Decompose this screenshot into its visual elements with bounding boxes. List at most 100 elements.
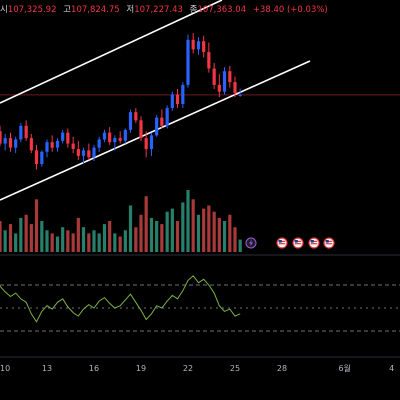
- volume-bar: [196, 214, 201, 252]
- volume-bar: [123, 230, 127, 252]
- candle-body: [97, 139, 101, 148]
- lightning-icon: [245, 237, 257, 249]
- candles-group: [0, 33, 242, 170]
- candle-body: [155, 117, 159, 136]
- candle-body: [40, 151, 44, 165]
- candle-body: [113, 138, 117, 143]
- volume-bar: [181, 202, 185, 252]
- candle-body: [228, 71, 232, 83]
- ohlc-legend: 시107,325.92 고107,824.75 저107,227.43 종107…: [0, 2, 328, 18]
- volume-bar: [61, 227, 65, 252]
- change-value: +38.40 (+0.03%): [252, 5, 328, 15]
- candle-body: [102, 132, 107, 140]
- candle-body: [92, 147, 96, 158]
- volume-bar: [202, 208, 206, 252]
- channel-lower-line[interactable]: [0, 60, 311, 201]
- volume-bar: [108, 221, 112, 252]
- x-tick-label: 6월: [338, 363, 350, 373]
- flag-ring: [276, 237, 288, 249]
- volume-bar: [97, 233, 101, 252]
- candle-body: [81, 150, 86, 156]
- x-tick-label: 13: [42, 364, 52, 373]
- candle-body: [134, 112, 138, 121]
- volume-bar: [102, 224, 107, 252]
- volume-bar: [29, 224, 33, 252]
- x-tick-label: 10: [0, 364, 10, 373]
- volume-bar: [238, 239, 242, 252]
- volume-bar: [149, 217, 154, 252]
- high-value: 107,824.75: [71, 5, 120, 15]
- close-value: 107,363.04: [197, 5, 247, 15]
- candle-body: [238, 94, 242, 96]
- candle-body: [170, 94, 174, 109]
- us-flag-icon: [308, 237, 320, 249]
- volume-bar: [222, 221, 227, 252]
- volume-bar: [160, 224, 164, 252]
- flag-ring: [308, 237, 320, 249]
- volume-bar: [233, 227, 237, 252]
- volume-bar: [228, 214, 232, 252]
- candle-body: [139, 120, 143, 139]
- candle-body: [233, 82, 237, 94]
- flag-canton: [325, 240, 329, 243]
- event-icons-group: [245, 237, 335, 249]
- flag-ring: [323, 237, 335, 249]
- x-tick-label: 28: [277, 364, 287, 373]
- candle-body: [212, 68, 216, 85]
- candle-body: [19, 125, 23, 140]
- volume-bar: [66, 230, 70, 252]
- volume-bar: [186, 190, 190, 252]
- us-flag-icon: [323, 237, 335, 249]
- candle-body: [160, 117, 164, 126]
- candle-body: [217, 84, 221, 92]
- candle-body: [207, 52, 211, 69]
- candle-body: [196, 41, 201, 50]
- candle-body: [0, 131, 2, 144]
- candle-body: [76, 149, 80, 156]
- flag-canton: [310, 240, 314, 243]
- candle-body: [55, 140, 60, 148]
- candle-body: [3, 138, 7, 144]
- candle-body: [71, 143, 75, 150]
- candle-body: [191, 39, 195, 50]
- x-tick-label: 19: [136, 364, 146, 373]
- flag-stripe: [310, 240, 318, 242]
- candle-body: [144, 138, 148, 150]
- x-tick-label: 4: [389, 364, 394, 373]
- flag-stripe: [294, 240, 302, 242]
- volume-bar: [45, 230, 49, 252]
- candle-body: [202, 41, 206, 53]
- volume-bar: [207, 205, 211, 252]
- close-label: 종: [189, 5, 198, 15]
- flag-stripe: [325, 240, 333, 242]
- volume-bar: [212, 211, 216, 252]
- candle-body: [14, 139, 18, 148]
- flag-ring: [292, 237, 304, 249]
- x-tick-label: 22: [183, 364, 193, 373]
- flag-canton: [294, 240, 298, 243]
- candle-body: [118, 138, 122, 141]
- candle-body: [8, 138, 13, 148]
- candle-body: [175, 94, 180, 104]
- candle-body: [61, 132, 65, 141]
- candle-body: [149, 135, 154, 150]
- volume-bar: [0, 221, 2, 252]
- candle-body: [50, 142, 54, 148]
- flag-stripe: [294, 243, 302, 245]
- channel-upper-line[interactable]: [0, 0, 223, 104]
- flag-stripe: [278, 243, 286, 245]
- candle-body: [66, 132, 70, 144]
- time-axis: 10 13 16 19 22 25 28 6월 4: [0, 363, 394, 373]
- candle-body: [222, 71, 227, 92]
- volume-bar: [92, 230, 96, 252]
- candle-body: [24, 125, 28, 139]
- us-flag-icon: [292, 237, 304, 249]
- volume-bar: [71, 233, 75, 252]
- x-tick-label: 16: [89, 364, 99, 373]
- open-label: 시: [0, 5, 8, 15]
- volume-bar: [50, 233, 54, 252]
- flag-canton: [278, 240, 282, 243]
- candle-body: [29, 138, 33, 151]
